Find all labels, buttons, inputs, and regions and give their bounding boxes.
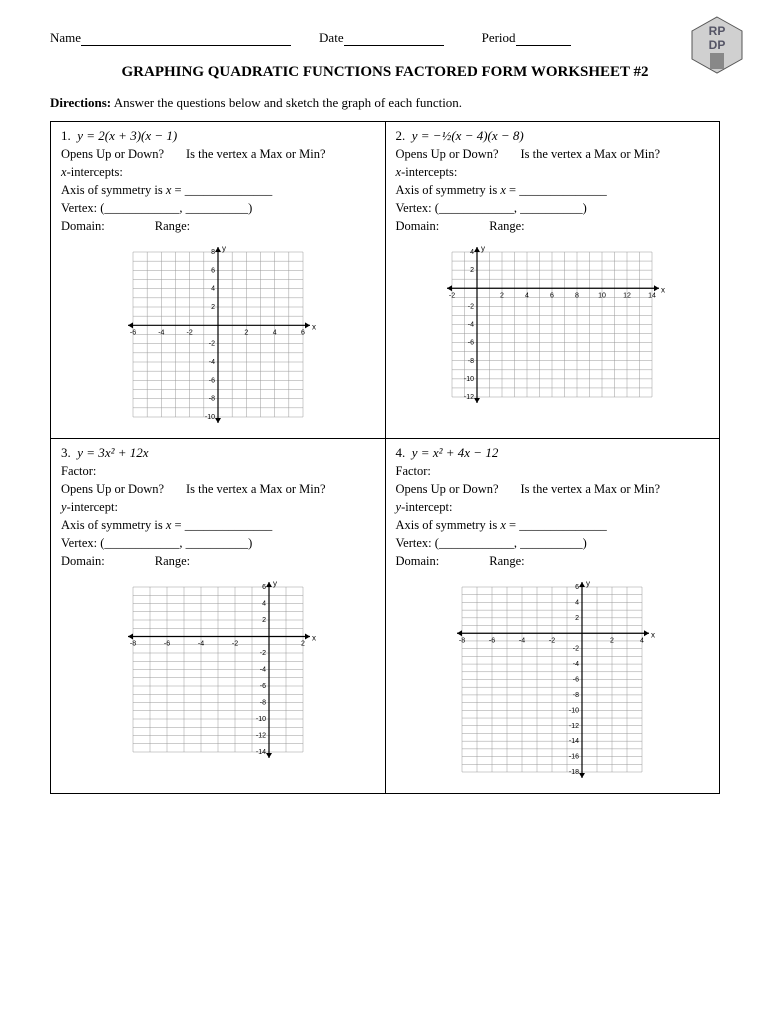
svg-text:6: 6 [211, 267, 215, 274]
svg-text:-4: -4 [519, 637, 525, 644]
svg-text:4: 4 [470, 249, 474, 256]
worksheet-title: GRAPHING QUADRATIC FUNCTIONS FACTORED FO… [50, 64, 720, 81]
svg-text:-4: -4 [260, 667, 266, 674]
period-label: Period [482, 30, 516, 46]
svg-text:-6: -6 [209, 377, 215, 384]
svg-text:6: 6 [262, 584, 266, 591]
date-blank[interactable] [344, 31, 444, 46]
svg-text:-2: -2 [573, 646, 579, 653]
date-label: Date [319, 30, 344, 46]
svg-text:-12: -12 [256, 733, 266, 740]
svg-text:-18: -18 [569, 769, 579, 776]
svg-text:-10: -10 [205, 414, 215, 421]
svg-text:6: 6 [575, 584, 579, 591]
svg-text:-4: -4 [158, 329, 164, 336]
svg-text:-2: -2 [549, 637, 555, 644]
svg-text:-8: -8 [209, 396, 215, 403]
directions-text: Answer the questions below and sketch th… [114, 95, 462, 110]
problem-cell-1: 1. y = 2(x + 3)(x − 1)Opens Up or Down? … [51, 122, 386, 439]
svg-text:-4: -4 [209, 359, 215, 366]
svg-text:2: 2 [500, 292, 504, 299]
svg-text:4: 4 [272, 329, 276, 336]
problems-table: 1. y = 2(x + 3)(x − 1)Opens Up or Down? … [50, 121, 720, 794]
svg-text:x: x [312, 322, 316, 331]
directions: Directions: Answer the questions below a… [50, 95, 720, 111]
rpdp-logo: RP DP [690, 15, 745, 75]
svg-text:-8: -8 [468, 358, 474, 365]
svg-text:10: 10 [598, 292, 606, 299]
svg-text:4: 4 [640, 637, 644, 644]
svg-text:12: 12 [623, 292, 631, 299]
svg-text:-6: -6 [468, 340, 474, 347]
svg-text:4: 4 [262, 601, 266, 608]
svg-text:y: y [222, 244, 226, 253]
directions-label: Directions: [50, 95, 111, 110]
svg-text:-10: -10 [569, 707, 579, 714]
svg-text:-10: -10 [256, 716, 266, 723]
svg-text:-12: -12 [464, 394, 474, 401]
svg-text:4: 4 [525, 292, 529, 299]
svg-text:-14: -14 [569, 738, 579, 745]
svg-text:-12: -12 [569, 723, 579, 730]
svg-text:x: x [312, 634, 316, 643]
svg-text:-6: -6 [164, 641, 170, 648]
svg-text:-10: -10 [464, 376, 474, 383]
svg-text:2: 2 [575, 615, 579, 622]
svg-text:-8: -8 [260, 700, 266, 707]
svg-text:2: 2 [244, 329, 248, 336]
svg-text:2: 2 [470, 267, 474, 274]
svg-text:-6: -6 [573, 677, 579, 684]
svg-text:y: y [586, 579, 590, 588]
svg-text:-8: -8 [459, 637, 465, 644]
svg-text:x: x [651, 630, 655, 639]
svg-text:6: 6 [550, 292, 554, 299]
svg-text:4: 4 [211, 286, 215, 293]
name-label: Name [50, 30, 81, 46]
svg-text:-6: -6 [130, 329, 136, 336]
svg-text:DP: DP [709, 38, 726, 52]
svg-text:-8: -8 [130, 641, 136, 648]
svg-text:6: 6 [301, 329, 305, 336]
problem-cell-4: 4. y = x² + 4x − 12Factor:Opens Up or Do… [385, 439, 720, 794]
svg-text:x: x [661, 285, 665, 294]
svg-text:2: 2 [262, 617, 266, 624]
svg-text:y: y [481, 244, 485, 253]
svg-text:RP: RP [709, 24, 726, 38]
svg-text:-2: -2 [260, 650, 266, 657]
svg-text:-16: -16 [569, 754, 579, 761]
svg-text:-14: -14 [256, 749, 266, 756]
svg-text:4: 4 [575, 599, 579, 606]
svg-text:-4: -4 [573, 661, 579, 668]
problem-cell-2: 2. y = −½(x − 4)(x − 8)Opens Up or Down?… [385, 122, 720, 439]
svg-text:2: 2 [301, 641, 305, 648]
svg-text:14: 14 [648, 292, 656, 299]
svg-text:-2: -2 [449, 292, 455, 299]
svg-text:-8: -8 [573, 692, 579, 699]
svg-text:-4: -4 [468, 322, 474, 329]
svg-text:y: y [273, 579, 277, 588]
svg-text:-6: -6 [260, 683, 266, 690]
svg-text:-2: -2 [186, 329, 192, 336]
svg-text:-4: -4 [198, 641, 204, 648]
period-blank[interactable] [516, 31, 571, 46]
svg-text:-2: -2 [232, 641, 238, 648]
name-blank[interactable] [81, 31, 291, 46]
svg-text:-2: -2 [468, 303, 474, 310]
svg-text:-6: -6 [489, 637, 495, 644]
svg-text:8: 8 [575, 292, 579, 299]
header-fields: Name Date Period RP DP [50, 30, 720, 46]
svg-text:8: 8 [211, 249, 215, 256]
svg-text:2: 2 [211, 304, 215, 311]
svg-text:-2: -2 [209, 341, 215, 348]
svg-text:2: 2 [610, 637, 614, 644]
problem-cell-3: 3. y = 3x² + 12xFactor:Opens Up or Down?… [51, 439, 386, 794]
